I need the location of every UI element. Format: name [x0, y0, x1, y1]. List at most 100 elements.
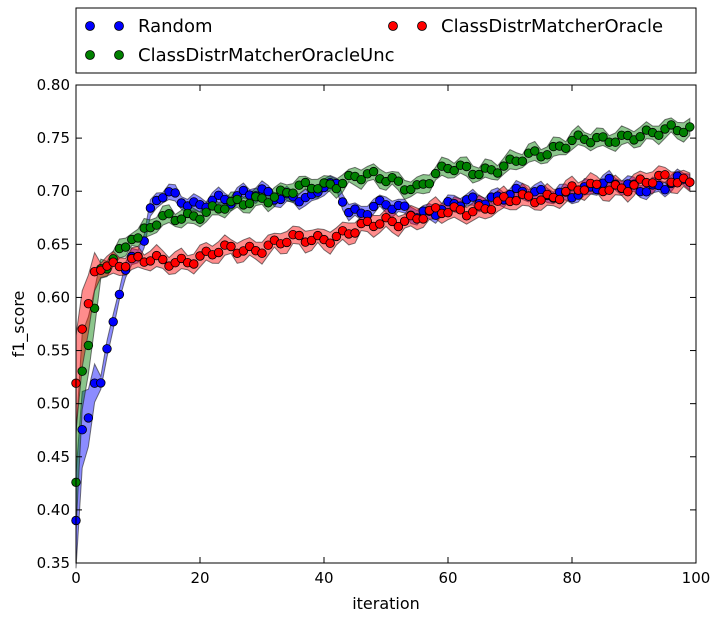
data-point — [151, 220, 162, 230]
data-point — [176, 214, 187, 224]
legend-marker — [85, 50, 95, 60]
data-point — [418, 214, 428, 224]
legend-marker — [114, 21, 124, 31]
data-point — [83, 340, 94, 351]
data-point — [399, 216, 410, 227]
data-point — [499, 161, 509, 171]
legend: Random ClassDistrMatcherOracleUnc ClassDis… — [75, 7, 697, 74]
data-point — [232, 194, 242, 205]
data-point — [263, 240, 273, 250]
data-point — [393, 176, 404, 186]
x-tick-label: 80 — [562, 569, 581, 587]
data-point — [257, 248, 267, 258]
data-point — [567, 135, 577, 146]
data-point — [368, 201, 379, 212]
data-point — [468, 192, 478, 202]
data-point — [195, 214, 205, 225]
data-point — [387, 216, 397, 227]
plot-frame — [75, 84, 697, 564]
data-point — [83, 413, 94, 423]
legend-label: ClassDistrMatcherOracleUnc — [138, 45, 395, 66]
data-point — [399, 201, 410, 211]
data-point — [660, 170, 670, 180]
y-tick-label: 0.60 — [37, 288, 70, 306]
data-point — [678, 127, 689, 138]
data-point — [120, 262, 131, 272]
x-tick-label: 0 — [71, 569, 81, 587]
legend-marker — [114, 50, 124, 60]
data-point — [461, 161, 472, 172]
legend-frame — [75, 7, 697, 74]
data-point — [77, 324, 87, 334]
data-point — [108, 317, 118, 327]
data-point — [170, 188, 180, 198]
data-point — [604, 185, 614, 195]
data-point — [337, 178, 348, 189]
data-point — [164, 208, 174, 219]
data-point — [257, 193, 267, 203]
data-point — [244, 198, 255, 209]
data-point — [77, 366, 87, 376]
data-point — [406, 184, 416, 195]
data-point — [523, 191, 534, 201]
data-point — [666, 120, 676, 130]
data-point — [579, 185, 590, 195]
x-tick-label: 20 — [190, 569, 209, 587]
data-point — [641, 187, 652, 197]
data-point — [647, 178, 658, 188]
data-point — [393, 221, 404, 232]
data-point — [530, 146, 540, 156]
legend-label: ClassDistrMatcherOracle — [441, 16, 663, 37]
data-point — [300, 177, 311, 188]
data-point — [474, 169, 484, 180]
legend-label: Random — [138, 16, 213, 37]
data-point — [195, 251, 205, 261]
data-point — [554, 194, 565, 205]
x-axis-label: iteration — [352, 594, 420, 613]
data-point — [189, 259, 199, 269]
data-point — [213, 247, 224, 258]
data-point — [201, 207, 211, 218]
data-point — [610, 137, 621, 147]
data-point — [102, 344, 112, 354]
y-tick-label: 0.40 — [37, 501, 70, 519]
data-point — [629, 180, 639, 190]
data-point — [542, 150, 552, 160]
data-point — [685, 122, 695, 132]
x-tick-label: 40 — [314, 569, 333, 587]
data-point — [263, 186, 273, 197]
data-point — [350, 228, 360, 238]
data-point — [288, 188, 298, 198]
y-tick-label: 0.65 — [37, 235, 70, 253]
data-point — [77, 425, 87, 435]
data-point — [83, 299, 94, 309]
data-point — [430, 168, 441, 179]
y-tick-label: 0.80 — [37, 76, 70, 94]
y-tick-label: 0.75 — [37, 129, 70, 147]
data-point — [486, 204, 497, 215]
data-point — [368, 166, 379, 177]
data-point — [133, 233, 143, 243]
data-point — [337, 197, 348, 207]
data-point — [313, 184, 323, 194]
legend-marker — [388, 21, 398, 31]
data-point — [660, 184, 670, 195]
data-point — [654, 130, 664, 141]
data-point — [468, 206, 478, 217]
data-point — [685, 177, 695, 187]
data-point — [455, 205, 466, 215]
data-point — [536, 195, 546, 205]
data-point — [424, 178, 435, 189]
data-point — [158, 193, 168, 203]
data-point — [598, 132, 608, 142]
data-point — [294, 230, 304, 241]
data-point — [449, 165, 459, 176]
data-point — [114, 289, 125, 300]
x-tick-label: 60 — [438, 569, 457, 587]
legend-marker — [85, 21, 95, 31]
data-points — [71, 120, 695, 526]
data-point — [120, 242, 131, 252]
data-point — [623, 186, 633, 197]
data-point — [133, 252, 143, 262]
